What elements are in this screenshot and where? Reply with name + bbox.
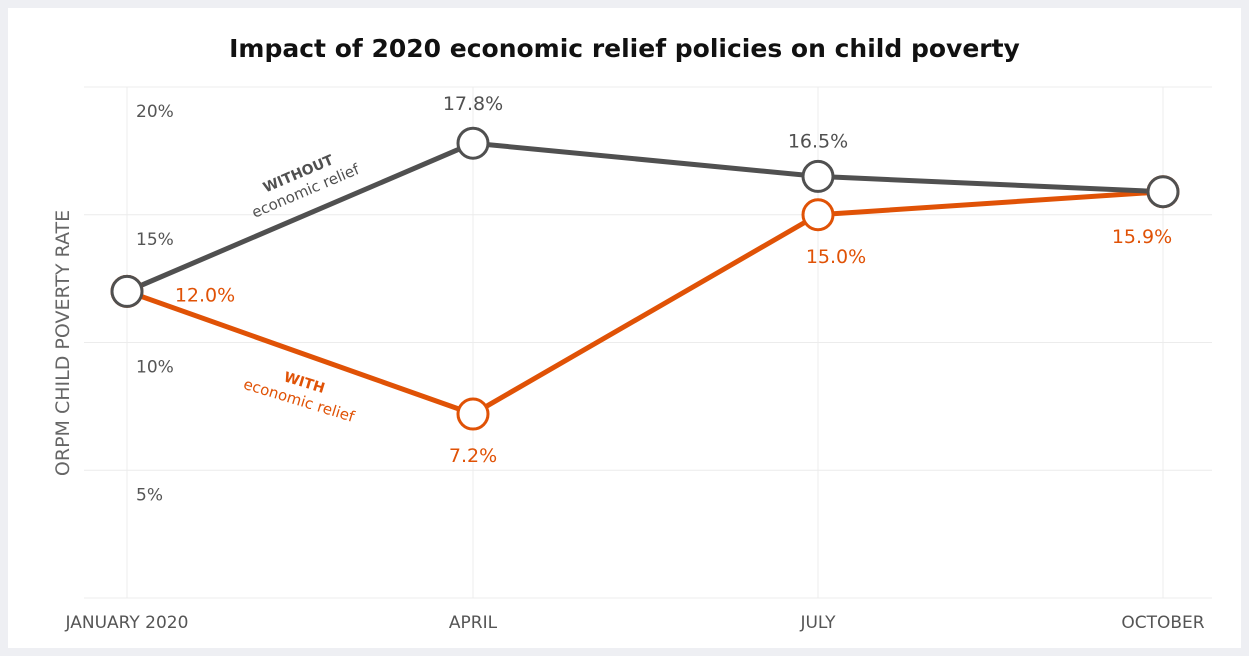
y-tick-label: 20% (136, 102, 174, 122)
y-tick-label: 10% (136, 358, 174, 378)
data-label: 16.5% (788, 130, 848, 152)
x-axis-ticks: JANUARY 2020 APRIL JULY OCTOBER (65, 613, 1205, 633)
data-point-marker (801, 159, 835, 193)
data-point-marker (456, 397, 490, 431)
y-tick-label: 5% (136, 485, 163, 505)
chart-title: Impact of 2020 economic relief policies … (229, 34, 1020, 63)
x-tick-label: JULY (799, 613, 836, 633)
data-label: 15.9% (1112, 226, 1172, 248)
data-point-marker (1146, 175, 1180, 209)
data-label: 7.2% (449, 445, 497, 467)
data-label: 15.0% (806, 246, 866, 268)
data-label: 17.8% (443, 93, 503, 115)
data-point-marker (110, 274, 144, 308)
x-tick-label: JANUARY 2020 (65, 613, 189, 633)
data-point-marker (456, 126, 490, 160)
point-labels: 17.8% 16.5% 12.0% 7.2% 15.0% 15.9% (175, 93, 1172, 467)
series (110, 126, 1180, 431)
series-line (126, 140, 1164, 294)
data-label: 12.0% (175, 284, 235, 306)
y-axis-label: ORPM CHILD POVERTY RATE (52, 210, 74, 476)
y-tick-label: 15% (136, 230, 174, 250)
y-axis-ticks: 5% 10% 15% 20% (136, 102, 174, 505)
x-tick-label: APRIL (449, 613, 498, 633)
x-tick-label: OCTOBER (1121, 613, 1204, 633)
grid (84, 86, 1212, 599)
series-line (126, 189, 1164, 417)
data-point-marker (801, 198, 835, 232)
